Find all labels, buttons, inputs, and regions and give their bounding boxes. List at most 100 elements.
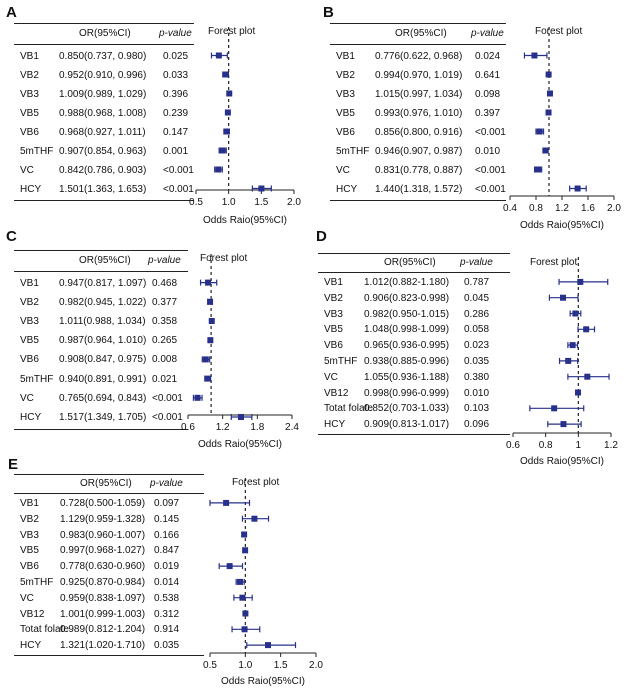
row-label: VC xyxy=(20,164,34,176)
ci-row-5mthf xyxy=(218,147,227,154)
x-tick-label: 0.4 xyxy=(503,203,517,214)
or-marker xyxy=(215,52,222,59)
ci-row-hcy xyxy=(547,421,582,428)
row-p-value: <0.001 xyxy=(152,412,183,423)
row-label: HCY xyxy=(20,412,42,423)
x-tick-label: 0.5 xyxy=(189,197,203,208)
row-label: Totat folate xyxy=(20,624,69,636)
ci-row-vb1 xyxy=(558,278,609,285)
ci-row-vc xyxy=(192,394,203,401)
row-or-ci: 0.959(0.838-1.097) xyxy=(60,592,146,604)
row-label: HCY xyxy=(20,183,42,195)
row-or-ci: 1.517(1.349, 1.705) xyxy=(59,412,147,423)
row-label: VB12 xyxy=(324,387,349,399)
ci-row-vb2 xyxy=(207,298,214,305)
row-p-value: <0.001 xyxy=(163,183,194,195)
row-or-ci: 0.982(0.945, 1.022) xyxy=(59,296,147,308)
ci-row-vb6 xyxy=(535,128,545,135)
ci-row-vb3 xyxy=(226,90,233,97)
row-or-ci: 0.906(0.823-0.998) xyxy=(364,292,450,304)
table-c: OR(95%CI) p-value VB1 0.947(0.817, 1.097) 0.… xyxy=(14,250,188,430)
x-tick-label: 2.0 xyxy=(309,660,323,671)
row-or-ci: 0.938(0.885-0.996) xyxy=(364,355,450,367)
ci-row-vb5 xyxy=(224,109,231,116)
row-or-ci: 0.850(0.737, 0.980) xyxy=(59,50,147,62)
row-label: VB3 xyxy=(20,529,39,541)
row-p-value: 0.538 xyxy=(154,592,180,604)
row-or-ci: 0.925(0.870-0.984) xyxy=(60,576,146,588)
row-label: VB2 xyxy=(20,69,39,81)
x-axis-label: Odds Raio(95%CI) xyxy=(221,676,305,687)
or-marker xyxy=(559,294,566,301)
or-marker xyxy=(222,71,229,78)
ci-row-vb1 xyxy=(210,52,228,59)
row-label: HCY xyxy=(324,419,346,431)
ci-row-vb2 xyxy=(241,515,270,522)
x-tick-label: 1.8 xyxy=(250,422,264,433)
ci-row-5mthf xyxy=(542,147,549,154)
row-p-value: 0.239 xyxy=(163,107,189,119)
row-label: HCY xyxy=(336,183,358,195)
row-p-value: 0.096 xyxy=(464,419,490,431)
x-tick-label: 0.8 xyxy=(529,203,543,214)
row-or-ci: 0.983(0.960-1.007) xyxy=(60,529,146,541)
x-tick-label: 1.2 xyxy=(604,440,618,451)
row-label: VC xyxy=(324,371,338,383)
x-tick-label: 1.5 xyxy=(274,660,288,671)
table-e: OR(95%CI) p-value VB1 0.728(0.500-1.059) 0.0… xyxy=(14,474,204,656)
x-tick-label: 0.5 xyxy=(203,660,217,671)
table-b: OR(95%CI) p-value VB1 0.776(0.622, 0.968) 0.… xyxy=(330,23,506,201)
x-tick-label: 2.0 xyxy=(607,203,621,214)
or-marker xyxy=(223,128,230,135)
ci-row-vb5 xyxy=(577,326,596,333)
or-marker xyxy=(223,499,230,506)
row-label: VB1 xyxy=(336,50,355,62)
ci-row-vb3 xyxy=(241,531,248,538)
ci-row-vb2 xyxy=(545,71,552,78)
row-or-ci: 0.852(0.703-1.033) xyxy=(364,403,450,415)
or-marker xyxy=(545,109,552,116)
row-p-value: 0.033 xyxy=(163,69,189,81)
x-tick-label: 2.0 xyxy=(287,197,301,208)
or-marker xyxy=(194,394,201,401)
x-tick-label: 0.8 xyxy=(539,440,553,451)
row-or-ci: 0.993(0.976, 1.010) xyxy=(375,107,463,119)
or-marker xyxy=(551,405,558,412)
row-label: 5mTHF xyxy=(20,576,54,588)
row-label: VB12 xyxy=(20,608,45,620)
plot-title-e: Forest plot xyxy=(232,477,280,488)
row-label: VB6 xyxy=(20,126,39,138)
ci-row-hcy xyxy=(251,185,272,192)
row-label: VB3 xyxy=(336,88,355,100)
or-column-header: OR(95%CI) xyxy=(79,255,131,266)
or-marker xyxy=(239,594,246,601)
panel-letter-e: E xyxy=(8,456,19,473)
or-column-header: OR(95%CI) xyxy=(395,28,447,39)
row-or-ci: 0.765(0.694, 0.843) xyxy=(59,392,147,404)
or-marker xyxy=(202,356,209,363)
row-or-ci: 1.012(0.882-1.180) xyxy=(364,276,450,288)
row-p-value: 0.286 xyxy=(464,308,490,320)
or-marker xyxy=(224,109,231,116)
row-p-value: 0.008 xyxy=(152,354,178,366)
row-or-ci: 0.907(0.854, 0.963) xyxy=(59,145,147,157)
row-label: VB2 xyxy=(20,296,39,308)
panel-letter-b: B xyxy=(323,4,334,21)
ci-row-vb12 xyxy=(242,610,249,617)
row-label: VB1 xyxy=(324,276,343,288)
ci-row-vb5 xyxy=(545,109,552,116)
ci-row-vb6 xyxy=(223,128,230,135)
x-tick-label: 2.4 xyxy=(285,422,299,433)
ci-row-vc xyxy=(214,166,223,173)
or-marker xyxy=(219,147,226,154)
row-label: VB3 xyxy=(324,308,343,320)
table-header: OR(95%CI) p-value xyxy=(330,24,506,45)
ci-row-hcy xyxy=(569,185,587,192)
or-marker xyxy=(242,610,249,617)
p-value-column-header: p-value xyxy=(159,28,192,39)
row-or-ci: 0.965(0.936-0.995) xyxy=(364,340,450,352)
p-value-column-header: p-value xyxy=(460,257,493,268)
row-p-value: 0.021 xyxy=(152,373,178,385)
row-or-ci: 0.909(0.813-1.017) xyxy=(364,419,450,431)
